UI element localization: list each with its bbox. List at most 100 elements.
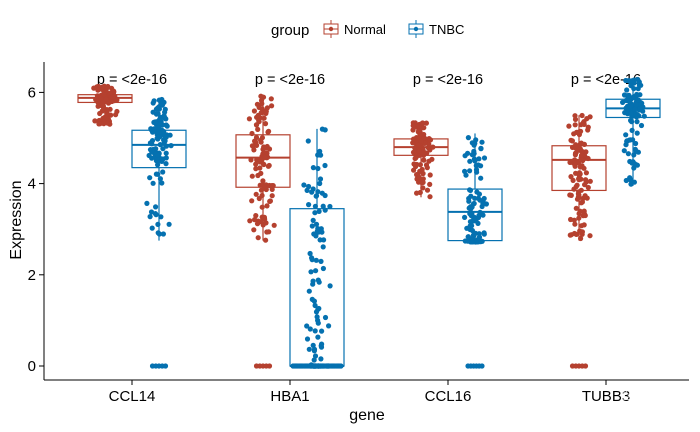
point [260, 178, 266, 184]
point [467, 168, 473, 174]
point [576, 211, 582, 217]
point [158, 214, 164, 220]
point [150, 109, 156, 115]
y-axis-title: Expression [8, 180, 25, 259]
point [322, 207, 328, 213]
points-tubb3-normal [566, 112, 593, 369]
point [306, 288, 312, 294]
point [571, 131, 577, 137]
point [573, 170, 579, 176]
box-ccl14-normal [77, 83, 133, 127]
point [315, 189, 321, 195]
point [575, 160, 582, 166]
point [263, 109, 269, 115]
point [625, 98, 631, 104]
point [157, 176, 163, 182]
point [625, 151, 632, 157]
point [577, 171, 583, 177]
point [635, 112, 641, 118]
legend-label: TNBC [429, 22, 464, 37]
point [427, 181, 433, 187]
point [108, 98, 115, 105]
point [462, 153, 468, 159]
point [318, 356, 324, 362]
point [577, 164, 583, 170]
watermark: 医科研 头条 @医科研 [585, 385, 680, 418]
box-ccl14-tnbc [131, 96, 187, 369]
x-tick-label-ccl16: CCL16 [425, 388, 472, 405]
point [467, 223, 473, 229]
zero-point [582, 363, 589, 369]
box-tubb3-tnbc [605, 76, 661, 187]
point [583, 179, 589, 185]
point [628, 181, 634, 187]
point [97, 110, 103, 117]
point [473, 167, 480, 173]
point [91, 85, 97, 91]
point [572, 122, 578, 128]
point [423, 120, 429, 126]
point [326, 323, 332, 329]
point [157, 142, 163, 148]
point [628, 110, 634, 116]
point [472, 195, 478, 201]
pvalue-ccl16: p = <2e-16 [413, 72, 483, 88]
point [159, 100, 165, 107]
point [587, 178, 593, 184]
point [637, 106, 643, 112]
point [253, 161, 259, 167]
point [144, 200, 150, 206]
point [420, 179, 426, 185]
point [418, 138, 424, 144]
point [476, 191, 482, 197]
point [101, 121, 107, 127]
point [467, 158, 473, 164]
point [327, 203, 333, 210]
point [304, 323, 310, 329]
plot-area [77, 76, 661, 369]
point [147, 175, 153, 181]
point [315, 152, 321, 158]
point [481, 155, 488, 161]
point [253, 134, 260, 141]
point [305, 138, 311, 144]
point [163, 134, 169, 140]
point [315, 334, 321, 340]
point [311, 346, 318, 352]
point [319, 328, 325, 334]
pvalue-tubb3: p = <2e-16 [571, 72, 641, 88]
point [149, 149, 155, 155]
point [248, 157, 254, 163]
point [306, 202, 312, 208]
point [160, 169, 166, 175]
point [100, 84, 106, 90]
point [160, 156, 166, 162]
point [156, 129, 162, 135]
point [95, 87, 101, 93]
point [168, 143, 174, 149]
point [313, 221, 320, 227]
point [311, 357, 317, 363]
point [249, 130, 255, 137]
point [313, 193, 319, 199]
point [638, 82, 644, 88]
point [623, 105, 630, 111]
point [269, 103, 275, 109]
point [100, 105, 107, 111]
point [160, 129, 166, 135]
point [257, 159, 263, 165]
legend-label: Normal [344, 22, 386, 37]
point [631, 165, 637, 171]
point [312, 302, 318, 309]
point [310, 165, 316, 171]
point [582, 212, 588, 219]
point [255, 126, 261, 132]
point [258, 110, 264, 116]
point [567, 232, 573, 238]
point [315, 320, 321, 326]
point [315, 165, 321, 172]
point [317, 176, 324, 182]
point [478, 146, 484, 152]
legend-title: group [271, 22, 309, 39]
point [582, 193, 588, 199]
